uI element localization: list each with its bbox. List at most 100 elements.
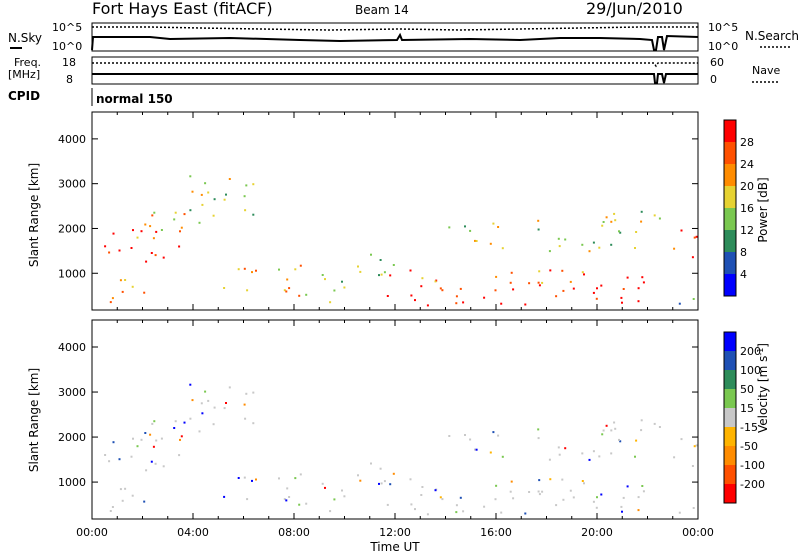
velocity-pixel [509,490,512,493]
velocity-pixel [592,450,595,453]
colorbar-segment [724,408,736,427]
velocity-pixel [153,420,156,423]
x-tick-label: 04:00 [177,526,209,539]
colorbar-segment [724,208,736,230]
power-pixel [357,265,359,268]
power-pixel [252,183,255,186]
colorbar-segment [724,427,736,446]
y-tick-label: 4000 [58,341,86,354]
velocity-pixel [537,490,540,493]
power-pixel [692,298,695,300]
colorbar-frame [723,331,737,504]
colorbar-segment [724,332,736,351]
velocity-pixel [246,498,249,501]
power-pixel [564,238,567,241]
power-pixel [359,270,362,273]
velocity-pixel [144,432,147,434]
power-pixel [104,245,107,248]
colorbar-segment [724,446,736,465]
velocity-pixel [225,402,227,404]
velocity-pixel [329,510,332,513]
velocity-pixel [111,506,114,508]
colorbar-tick-label: -100 [740,459,765,472]
power-pixel [426,304,429,307]
power-pixel [626,276,629,279]
power-pixel [462,301,465,304]
power-pixel [178,245,181,248]
velocity-pixel [475,448,478,451]
y-tick-label: 4000 [58,133,86,146]
freq-tick-top: 18 [62,56,76,69]
velocity-pixel [678,511,681,514]
y-tick-label: 1000 [58,267,86,280]
velocity-pixel [561,478,564,481]
velocity-pixel [462,510,465,513]
velocity-pixel [619,440,622,443]
power-pixel [500,302,503,305]
velocity-colorbar-label-main: Velocity [m s [756,356,770,433]
velocity-pixel [634,455,636,458]
velocity-pixel [541,490,544,493]
velocity-pixel [537,428,540,431]
velocity-pixel [642,490,645,493]
velocity-pixel [581,452,584,455]
velocity-colorbar: 200 100 50 15 -15 -50 -100 -200 [723,331,765,504]
power-pixel [160,229,163,231]
velocity-pixel [244,417,247,420]
velocity-pixel [602,429,605,432]
power-pixel [619,231,622,234]
velocity-pixel [538,479,541,482]
power-pixel [151,214,154,217]
power-pixel [558,245,561,248]
power-panel: 1000 2000 3000 4000 Slant Range [km] 4 8 12 16… [27,111,770,311]
power-pixel [538,270,541,273]
velocity-pixel [464,434,466,436]
power-pixel [600,284,603,287]
colorbar-tick-label: 28 [740,136,754,149]
velocity-pixel [641,485,644,487]
power-pixel [537,219,540,222]
power-pixel [305,293,308,296]
colorbar-segment [724,370,736,389]
power-pixel [118,249,121,252]
velocity-pixel [637,509,640,512]
velocity-pixel [528,491,531,493]
power-pixel [154,254,157,257]
velocity-pixel [149,433,152,436]
velocity-pixel [680,438,683,441]
power-pixel [109,301,112,304]
velocity-pixel [494,498,497,501]
power-pixel [286,278,289,281]
colorbar-tick-label: 12 [740,224,754,237]
power-pixel [592,241,595,244]
velocity-pixel [223,495,226,498]
power-pixel [204,182,207,185]
velocity-pixel [223,407,226,410]
power-pixel [538,284,541,287]
power-pixel [459,287,462,290]
velocity-pixel [622,496,625,499]
x-tick-label: 20:00 [581,526,613,539]
velocity-pixel [152,445,155,448]
velocity-colorbar-label-end: ] [756,343,770,348]
velocity-pixel [213,406,216,409]
colorbar-tick-label: 100 [740,364,761,377]
power-pixel [509,281,512,284]
velocity-pixel [626,485,629,488]
power-pixel [153,211,156,214]
velocity-pixel [162,465,165,468]
power-pixel [341,280,343,283]
velocity-pixel [324,486,326,489]
velocity-pixel [252,422,255,425]
power-pixel [228,178,231,180]
velocity-pixel [549,478,552,481]
power-pixel [475,240,478,242]
power-pixel [549,269,552,272]
power-pixel [252,213,255,216]
power-pixel [285,290,288,293]
velocity-pixel [145,469,148,472]
velocity-pixel [143,500,146,503]
power-pixel [112,232,115,235]
velocity-pixel [588,458,591,461]
velocity-pixel [564,447,567,450]
